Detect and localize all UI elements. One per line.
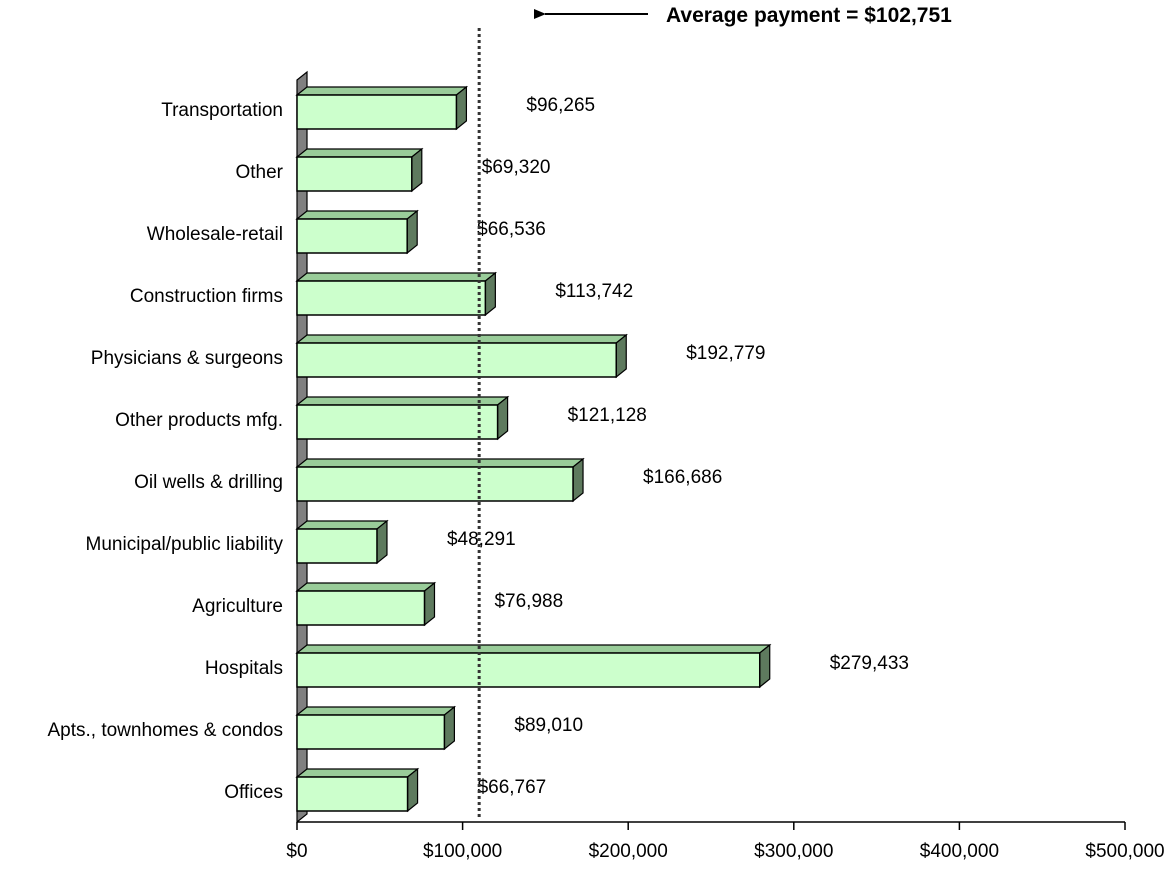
x-tick-label: $500,000 [1085, 841, 1164, 862]
category-label: Agriculture [192, 596, 283, 617]
bar-front-face [296, 342, 617, 378]
average-annotation: Average payment = $102,751 [534, 4, 952, 27]
bar [295, 519, 389, 565]
bar-side-face [496, 395, 509, 441]
bar [295, 333, 628, 379]
bar-side-face [406, 209, 418, 255]
bar-side-face [484, 271, 496, 317]
bar-top-face [295, 768, 420, 778]
data-label: $89,010 [514, 715, 583, 736]
bar-front-face [296, 714, 446, 750]
bar-side-face [423, 581, 436, 627]
annotation-text: Average payment = $102,751 [666, 4, 952, 27]
category-label: Hospitals [205, 658, 283, 679]
data-label: $279,433 [830, 653, 909, 674]
bar [295, 147, 424, 193]
category-label: Oil wells & drilling [134, 472, 283, 493]
bar-side-face [406, 767, 419, 813]
category-label: Wholesale-retail [147, 224, 283, 245]
bar-front-face [296, 528, 378, 564]
left-wall [296, 70, 308, 824]
bar-top-face [295, 86, 469, 96]
bar-side-face [572, 457, 584, 503]
category-label: Physicians & surgeons [91, 348, 283, 369]
bar-side-face [455, 85, 468, 131]
bar-front-face [296, 652, 761, 688]
x-axis: $0 $100,000 $200,000 $300,000 $400,000 $500,0… [286, 821, 1165, 862]
data-label: $121,128 [568, 405, 647, 426]
category-label: Construction firms [130, 286, 283, 307]
data-label: $192,779 [686, 343, 765, 364]
bar-front-face [296, 94, 458, 130]
category-label: Other products mfg. [115, 410, 283, 431]
bar-top-face [295, 210, 419, 220]
bar-top-face [295, 458, 585, 468]
x-tick-label: $400,000 [920, 841, 999, 862]
category-label: Other [235, 162, 283, 183]
bar [295, 271, 498, 317]
bar-front-face [296, 590, 426, 626]
bar-top-face [295, 644, 772, 654]
x-tick-label: $300,000 [754, 841, 833, 862]
data-label: $76,988 [494, 591, 563, 612]
bar-top-face [295, 334, 628, 344]
bar-side-face [759, 643, 771, 689]
bar-top-face [295, 148, 424, 158]
bar-front-face [296, 404, 499, 440]
bar [295, 85, 469, 131]
bar-front-face [296, 466, 574, 502]
bar-front-face [296, 776, 409, 812]
bar [295, 395, 510, 441]
bar [295, 767, 420, 813]
bar-side-face [615, 333, 627, 379]
value-labels: $96,265 $69,320 $66,536 $113,742 $192,779 $12… [447, 95, 909, 798]
x-tick-label: $0 [286, 841, 307, 862]
data-label: $166,686 [643, 467, 722, 488]
bar [295, 209, 419, 255]
data-label: $113,742 [555, 281, 633, 302]
bar [295, 581, 437, 627]
bar-front-face [296, 218, 408, 254]
bar-top-face [295, 396, 510, 406]
bar [295, 643, 772, 689]
bar-side-face [376, 519, 388, 565]
bar-top-face [295, 706, 457, 716]
data-label: $66,536 [477, 219, 546, 240]
data-label: $66,767 [478, 777, 547, 798]
category-label: Transportation [161, 100, 283, 121]
bar [295, 705, 457, 751]
bars-group [295, 85, 772, 813]
bar-top-face [295, 582, 437, 592]
category-label: Municipal/public liability [86, 534, 284, 555]
bar-side-face [443, 705, 456, 751]
bar-front-face [296, 156, 413, 192]
data-label: $96,265 [526, 95, 595, 116]
category-label: Apts., townhomes & condos [47, 720, 283, 741]
bar-top-face [295, 272, 498, 282]
chart-wall [296, 70, 308, 824]
x-tick-label: $100,000 [423, 841, 502, 862]
x-tick-label: $200,000 [589, 841, 668, 862]
data-label: $48,291 [447, 529, 516, 550]
bar [295, 457, 585, 503]
category-labels: Transportation Other Wholesale-retail Const… [47, 100, 283, 803]
category-label: Offices [224, 782, 283, 803]
bar-front-face [296, 280, 487, 316]
data-label: $69,320 [482, 157, 551, 178]
bar-top-face [295, 520, 389, 530]
bar-side-face [411, 147, 423, 193]
